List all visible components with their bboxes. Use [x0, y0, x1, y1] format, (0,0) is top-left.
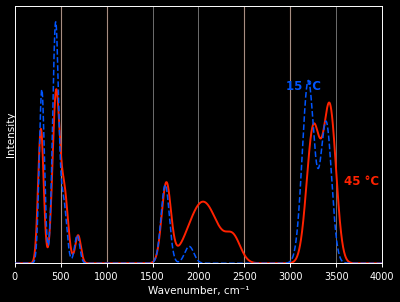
Text: 45 °C: 45 °C [344, 175, 379, 188]
X-axis label: Wavenumber, cm⁻¹: Wavenumber, cm⁻¹ [148, 286, 249, 297]
Text: 15 °C: 15 °C [286, 80, 321, 93]
Y-axis label: Intensity: Intensity [6, 112, 16, 157]
